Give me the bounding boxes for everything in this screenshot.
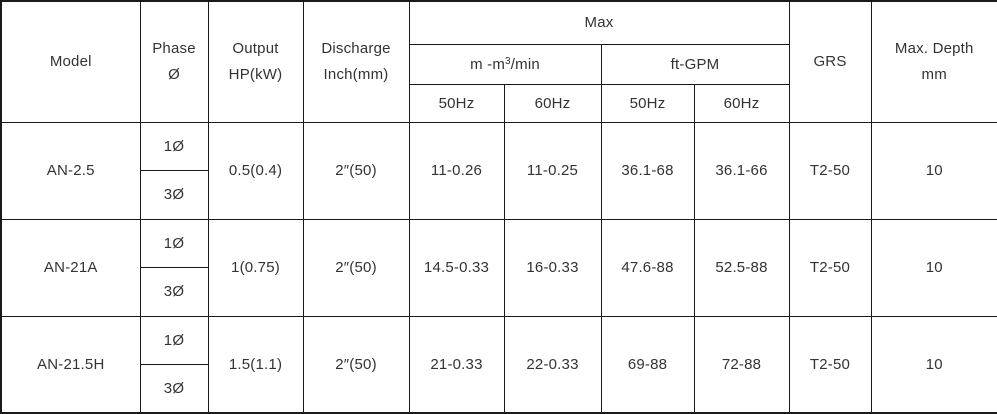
header-row-1: Model Phase Ø Output HP(kW) Discharge In…	[0, 0, 997, 123]
table-body: AN-2.5 1Ø 0.5(0.4) 2″(50) 11-0.26 11-0.2…	[0, 121, 997, 414]
table-row: 3Ø	[1, 364, 997, 414]
col-header-output: Output HP(kW)	[207, 0, 304, 123]
col-header-phase: Phase Ø	[139, 0, 209, 123]
cell-depth: 10	[870, 218, 997, 317]
cell-discharge: 2″(50)	[302, 121, 410, 220]
col-header-ft-gpm-label: ft-GPM	[670, 55, 720, 73]
cell-max-ftgpm-50hz: 47.6-88	[600, 218, 695, 317]
cell-phase-1: 1Ø	[139, 218, 209, 268]
col-header-model: Model	[0, 0, 141, 123]
col-header-depth-line2: mm	[921, 66, 947, 84]
cell-output: 1(0.75)	[207, 218, 304, 317]
cell-max-ftgpm-50hz: 36.1-68	[600, 121, 695, 220]
table-row: AN-21A 1Ø 1(0.75) 2″(50) 14.5-0.33 16-0.…	[0, 218, 997, 317]
cell-max-m3min-50hz: 14.5-0.33	[408, 218, 505, 317]
col-header-discharge-line2: Inch(mm)	[323, 66, 389, 84]
cell-model: AN-2.5	[0, 121, 141, 220]
col-header-m3min-prefix: m -m	[470, 55, 506, 73]
cell-phase-3: 3Ø	[139, 364, 209, 414]
table-header: Model Phase Ø Output HP(kW) Discharge In…	[0, 0, 997, 123]
col-header-ftgpm-50hz: 50Hz	[600, 83, 695, 123]
cell-grs: T2-50	[788, 218, 872, 317]
cell-phase-1: 1Ø	[139, 315, 209, 365]
col-header-m3min-sup: 3	[505, 55, 511, 67]
cell-max-ftgpm-60hz: 72-88	[693, 315, 790, 414]
table-row: AN-2.5 1Ø 0.5(0.4) 2″(50) 11-0.26 11-0.2…	[0, 121, 997, 220]
col-header-discharge-line1: Discharge	[321, 40, 391, 58]
cell-grs: T2-50	[788, 315, 872, 414]
cell-grs: T2-50	[788, 121, 872, 220]
table-row: AN-21.5H 1Ø 1.5(1.1) 2″(50) 21-0.33 22-0…	[0, 315, 997, 414]
col-header-discharge: Discharge Inch(mm)	[302, 0, 410, 123]
col-header-grs-label: GRS	[813, 53, 847, 71]
cell-max-m3min-60hz: 22-0.33	[503, 315, 602, 414]
cell-model: AN-21A	[0, 218, 141, 317]
col-header-model-label: Model	[49, 53, 92, 71]
cell-max-ftgpm-60hz: 52.5-88	[693, 218, 790, 317]
col-header-grs: GRS	[788, 0, 872, 123]
header-row-3: 50Hz 60Hz 50Hz 60Hz	[1, 83, 997, 123]
cell-discharge: 2″(50)	[302, 218, 410, 317]
cell-depth: 10	[870, 315, 997, 414]
cell-output: 0.5(0.4)	[207, 121, 304, 220]
cell-depth: 10	[870, 121, 997, 220]
col-header-ftgpm-60hz: 60Hz	[693, 83, 790, 123]
col-header-max-group: Max	[408, 0, 790, 45]
cell-max-m3min-60hz: 11-0.25	[503, 121, 602, 220]
cell-phase-3: 3Ø	[139, 170, 209, 220]
col-header-output-line1: Output	[232, 40, 279, 58]
cell-max-ftgpm-50hz: 69-88	[600, 315, 695, 414]
cell-output: 1.5(1.1)	[207, 315, 304, 414]
col-header-m3min: m -m3/min	[408, 43, 602, 85]
cell-phase-3: 3Ø	[139, 267, 209, 317]
header-row-2: m -m3/min ft-GPM	[1, 43, 997, 85]
cell-phase-1: 1Ø	[139, 121, 209, 171]
cell-max-m3min-60hz: 16-0.33	[503, 218, 602, 317]
col-header-phase-line1: Phase	[152, 40, 196, 58]
col-header-m3min-suffix: /min	[510, 55, 540, 73]
col-header-ft-gpm: ft-GPM	[600, 43, 790, 85]
col-header-output-line2: HP(kW)	[228, 66, 283, 84]
col-header-max-depth: Max. Depth mm	[870, 0, 997, 123]
cell-discharge: 2″(50)	[302, 315, 410, 414]
col-header-max-label: Max	[584, 14, 614, 32]
cell-max-m3min-50hz: 21-0.33	[408, 315, 505, 414]
col-header-phase-line2: Ø	[168, 66, 180, 84]
col-header-m3min-50hz: 50Hz	[408, 83, 505, 123]
cell-max-m3min-50hz: 11-0.26	[408, 121, 505, 220]
cell-max-ftgpm-60hz: 36.1-66	[693, 121, 790, 220]
col-header-m3min-60hz: 60Hz	[503, 83, 602, 123]
col-header-depth-line1: Max. Depth	[894, 40, 974, 58]
cell-model: AN-21.5H	[0, 315, 141, 414]
